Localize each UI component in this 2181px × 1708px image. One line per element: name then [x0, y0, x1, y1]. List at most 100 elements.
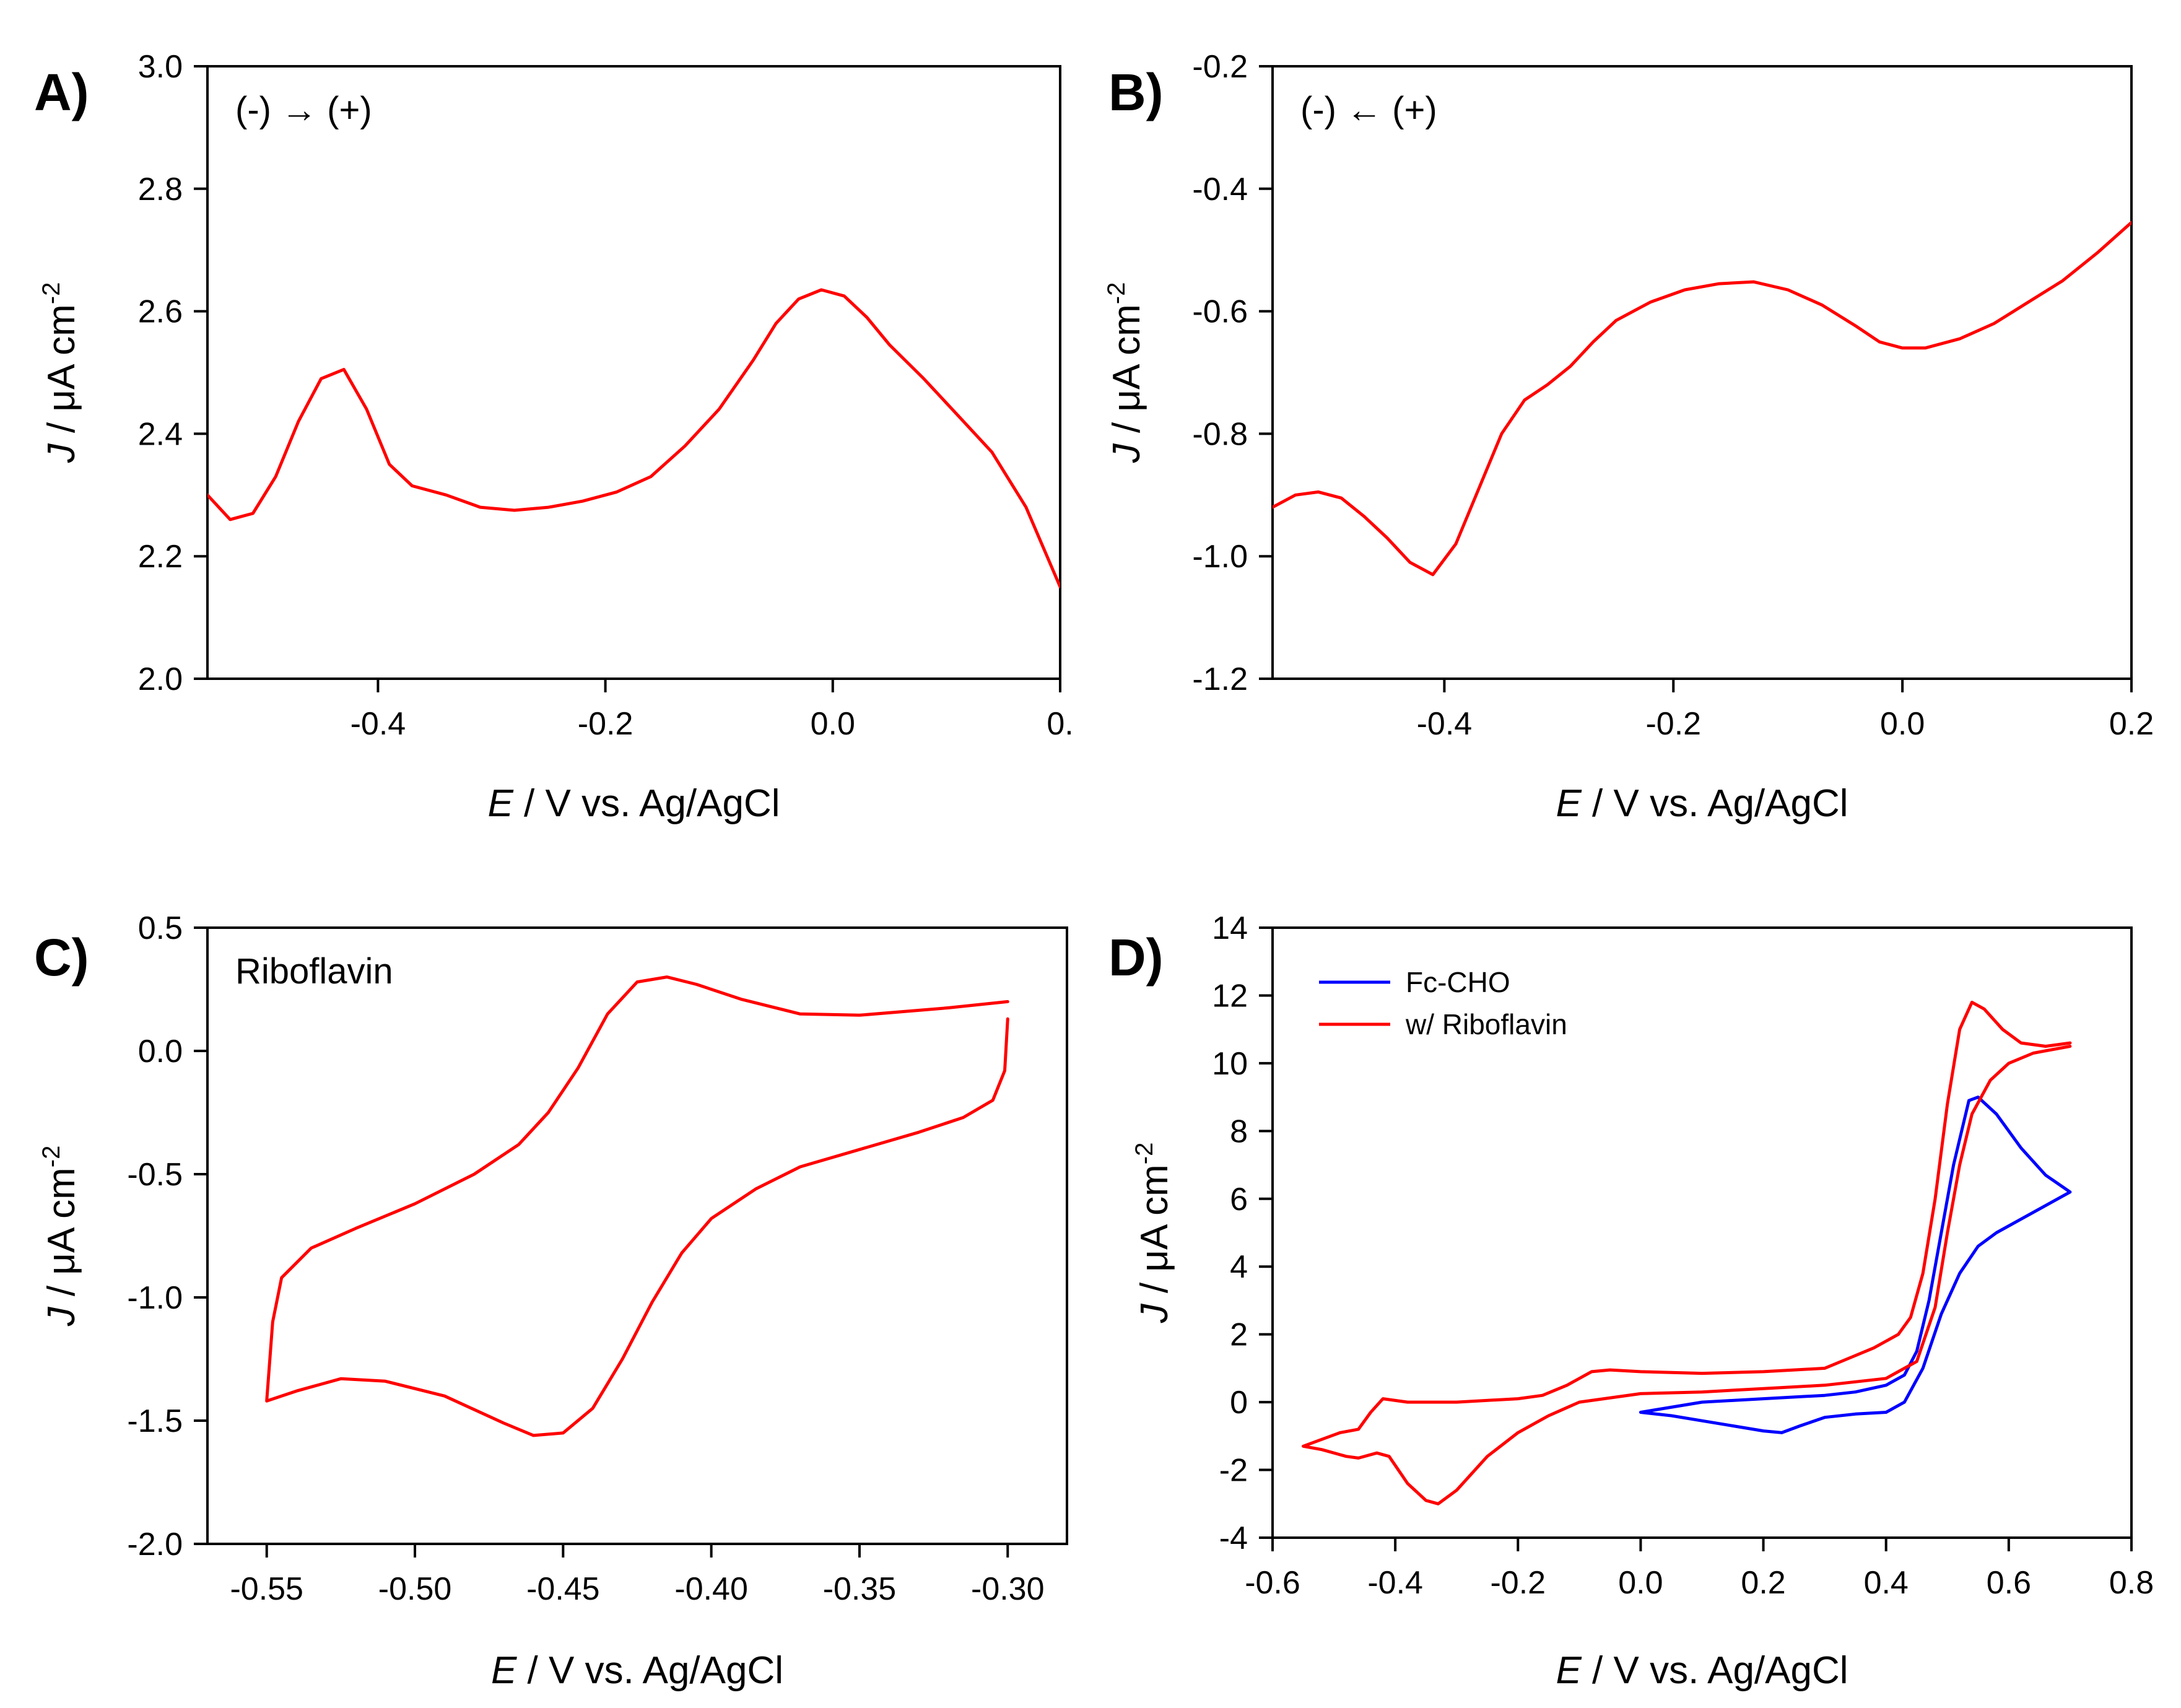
- x-axis-unit: / V vs. Ag/AgCl: [1582, 782, 1848, 825]
- y-axis-unit: / μA cm: [40, 1167, 83, 1307]
- x-tick-label-d: -0.4: [1367, 1565, 1423, 1601]
- y-tick-label-d: 14: [1212, 910, 1248, 946]
- x-tick-label-c: -0.40: [674, 1571, 748, 1607]
- y-tick-label-b: -0.6: [1192, 294, 1248, 330]
- legend: Fc-CHO w/ Riboflavin: [1319, 966, 1567, 1040]
- plot-frame-c: [206, 926, 1068, 1545]
- x-tick-label-c: -0.30: [971, 1571, 1045, 1607]
- x-axis-title-c: E / V vs. Ag/AgCl: [491, 1649, 783, 1692]
- annotation-a: (-) → (+): [235, 90, 372, 130]
- x-tick-label-a: 0.: [1047, 706, 1073, 742]
- y-axis-unit-exponent: -2: [38, 282, 65, 305]
- panel-a: A) -0.4 -0.2 0.0 0. 2.0 2.2 2.4 2.6 2.8 3.0 E / V v…: [34, 49, 1074, 825]
- y-axis-title-b: J / μA cm-2: [1103, 282, 1148, 464]
- y-axis-unit: / μA cm: [1133, 1164, 1176, 1304]
- x-axis-symbol: E: [491, 1649, 517, 1692]
- y-tick-label-b: -0.2: [1192, 49, 1248, 85]
- panel-c: C) -0.55 -0.50 -0.45 -0.40 -0.35 -0.30 -2.0 -1.5…: [34, 910, 1068, 1692]
- y-tick-label-c: -0.5: [127, 1157, 183, 1193]
- series-line-b-scan: [1273, 220, 2131, 577]
- y-tick-label-c: -1.0: [127, 1280, 183, 1316]
- y-tick-label-d: 2: [1230, 1317, 1248, 1353]
- y-tick-label-d: 8: [1230, 1113, 1248, 1149]
- x-tick-label-c: -0.35: [823, 1571, 897, 1607]
- x-tick-label-d: 0.2: [1741, 1565, 1785, 1601]
- x-axis-symbol: E: [487, 782, 513, 825]
- x-tick-label-d: -0.2: [1490, 1565, 1546, 1601]
- y-axis-title-a: J / μA cm-2: [38, 282, 83, 464]
- x-axis-title-a: E / V vs. Ag/AgCl: [487, 782, 780, 825]
- x-tick-label-d: 0.0: [1618, 1565, 1663, 1601]
- x-tick-label-d: 0.6: [1987, 1565, 2031, 1601]
- y-tick-label-b: -0.4: [1192, 172, 1248, 207]
- x-axis-unit: / V vs. Ag/AgCl: [1582, 1649, 1848, 1692]
- panel-label-d: D): [1108, 928, 1164, 987]
- y-tick-label-d: -4: [1219, 1520, 1248, 1556]
- x-tick-label-a: -0.4: [350, 706, 406, 742]
- y-tick-label-b: -0.8: [1192, 416, 1248, 452]
- series-line-a-scan: [207, 288, 1060, 589]
- x-tick-label-d: 0.4: [1864, 1565, 1909, 1601]
- y-tick-label-a: 3.0: [138, 49, 183, 85]
- plot-frame-a: [206, 65, 1061, 680]
- y-tick-label-c: -2.0: [127, 1527, 183, 1562]
- y-tick-label-a: 2.6: [138, 294, 183, 330]
- y-tick-label-d: -2: [1219, 1453, 1248, 1489]
- x-tick-label-b: -0.2: [1645, 706, 1701, 742]
- series-line-d-fc-cho: [1639, 1096, 2072, 1434]
- x-axis-title-d: E / V vs. Ag/AgCl: [1556, 1649, 1848, 1692]
- x-axis-symbol: E: [1556, 1649, 1582, 1692]
- x-axis-unit: / V vs. Ag/AgCl: [516, 1649, 783, 1692]
- legend-label: w/ Riboflavin: [1405, 1008, 1567, 1040]
- annotation-b: (-) ← (+): [1300, 90, 1437, 130]
- x-tick-label-a: 0.0: [811, 706, 855, 742]
- y-tick-label-a: 2.4: [138, 416, 183, 452]
- x-tick-label-d: -0.6: [1245, 1565, 1300, 1601]
- y-axis-symbol: J: [1105, 443, 1148, 463]
- panel-label-b: B): [1108, 63, 1164, 121]
- x-axis-title-b: E / V vs. Ag/AgCl: [1556, 782, 1848, 825]
- y-axis-symbol: J: [40, 443, 83, 463]
- panel-label-c: C): [34, 928, 89, 987]
- panel-b: B) -0.4 -0.2 0.0 0.2 -1.2 -1.0 -0.8 -0.6 -0.4 -0.2…: [1103, 49, 2154, 825]
- x-tick-label-a: -0.2: [578, 706, 633, 742]
- y-tick-label-d: 0: [1230, 1385, 1248, 1421]
- plot-frame-d: [1271, 926, 2133, 1539]
- series-line-c-riboflavin-cv: [265, 975, 1009, 1437]
- y-axis-unit: / μA cm: [1105, 304, 1148, 443]
- y-axis-unit-exponent: -2: [1103, 282, 1130, 305]
- y-tick-label-c: 0.5: [138, 910, 183, 946]
- y-tick-label-d: 10: [1212, 1046, 1248, 1082]
- y-axis-symbol: J: [40, 1306, 83, 1327]
- x-tick-label-d: 0.8: [2109, 1565, 2154, 1601]
- panel-label-a: A): [34, 63, 89, 121]
- y-tick-label-c: 0.0: [138, 1034, 183, 1070]
- x-tick-label-b: 0.0: [1880, 706, 1925, 742]
- series-line-d-w-riboflavin: [1302, 1000, 2072, 1505]
- x-tick-label-b: -0.4: [1417, 706, 1473, 742]
- x-tick-label-c: -0.50: [378, 1571, 452, 1607]
- plot-frame-b: [1271, 65, 2133, 680]
- y-tick-label-b: -1.2: [1192, 661, 1248, 697]
- x-tick-label-c: -0.45: [526, 1571, 600, 1607]
- x-axis-unit: / V vs. Ag/AgCl: [513, 782, 780, 825]
- annotation-c: Riboflavin: [235, 951, 393, 991]
- y-axis-symbol: J: [1133, 1303, 1176, 1323]
- y-tick-label-a: 2.0: [138, 661, 183, 697]
- x-tick-label-c: -0.55: [230, 1571, 303, 1607]
- x-tick-label-b: 0.2: [2109, 706, 2154, 742]
- y-axis-unit-exponent: -2: [1131, 1143, 1158, 1165]
- y-tick-label-d: 4: [1230, 1249, 1248, 1285]
- y-tick-label-d: 12: [1212, 978, 1248, 1014]
- y-axis-title-d: J / μA cm-2: [1131, 1143, 1176, 1324]
- y-axis-unit-exponent: -2: [38, 1146, 65, 1168]
- y-axis-unit: / μA cm: [40, 304, 83, 443]
- x-axis-symbol: E: [1556, 782, 1582, 825]
- y-tick-label-a: 2.2: [138, 539, 183, 575]
- panel-d: D) -0.6 -0.4 -0.2 0.0 0.2 0.4 0.6 0.8 -4 -2 0 2 4 6 8 10…: [1108, 910, 2154, 1692]
- y-axis-title-c: J / μA cm-2: [38, 1146, 83, 1327]
- y-tick-label-c: -1.5: [127, 1403, 183, 1439]
- y-tick-label-a: 2.8: [138, 172, 183, 207]
- y-tick-label-b: -1.0: [1192, 539, 1248, 575]
